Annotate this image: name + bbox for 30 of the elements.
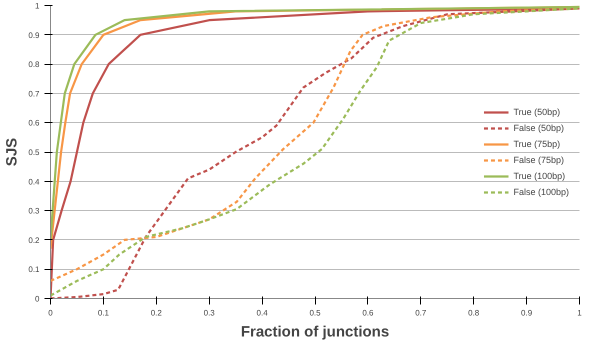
legend-label: False (75bp) <box>513 154 564 166</box>
x-tick-label: 0.4 <box>256 308 268 318</box>
x-tick-label: 0.6 <box>362 308 374 318</box>
x-tick-label: 0.1 <box>98 308 110 318</box>
y-axis-title: SJS <box>3 138 20 166</box>
x-tick-label: 0.8 <box>468 308 480 318</box>
y-tick-label: 0.7 <box>28 89 40 98</box>
x-tick-label: 0.3 <box>204 308 216 318</box>
y-tick-label: 0.2 <box>28 236 40 245</box>
legend-label: True (75bp) <box>513 138 560 150</box>
y-tick-label: 0 <box>35 294 40 304</box>
x-tick-label: 0.5 <box>309 308 322 318</box>
x-tick-label: 1 <box>577 308 582 318</box>
x-tick-label: 0.7 <box>415 308 427 318</box>
legend-label: False (50bp) <box>513 122 564 134</box>
legend-label: True (100bp) <box>513 170 566 182</box>
legend-label: True (50bp) <box>513 106 560 118</box>
legend-label: False (100bp) <box>513 186 569 198</box>
y-tick-label: 1 <box>35 2 40 10</box>
x-axis-title: Fraction of junctions <box>240 324 390 340</box>
x-tick-label: 0 <box>48 308 54 318</box>
y-tick-label: 0.1 <box>28 265 40 274</box>
y-tick-label: 0.3 <box>28 206 40 216</box>
x-tick-label: 0.2 <box>150 308 162 318</box>
y-tick-label: 0.4 <box>28 177 40 186</box>
x-tick-label: 0.9 <box>521 308 533 318</box>
y-tick-label: 0.6 <box>28 118 40 128</box>
y-tick-label: 0.5 <box>28 148 40 157</box>
y-tick-label: 0.9 <box>28 30 40 40</box>
y-tick-label: 0.8 <box>28 60 40 70</box>
